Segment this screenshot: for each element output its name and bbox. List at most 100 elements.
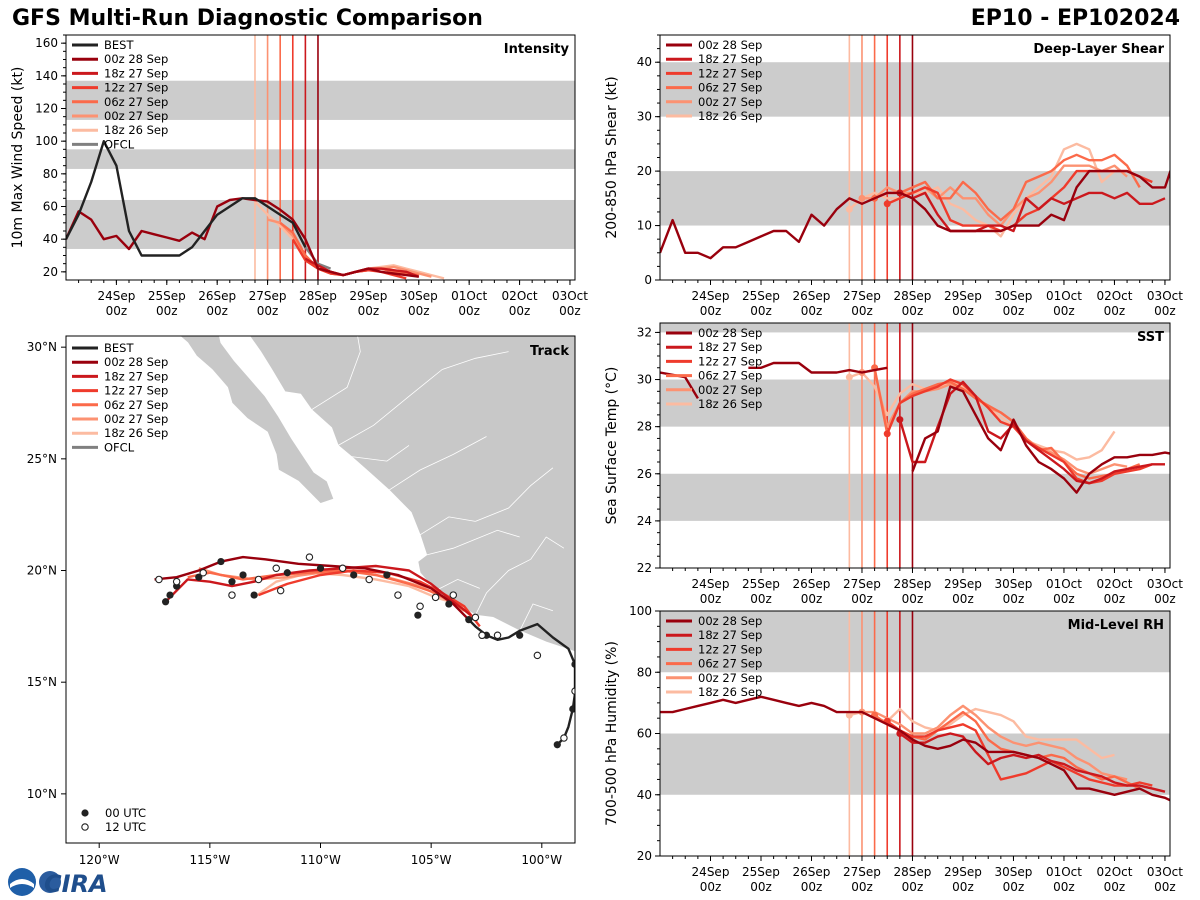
- sst-xtick-label-hour: 00z: [1104, 592, 1126, 606]
- shear-series-group: [660, 142, 1170, 260]
- shear-xtick-label-day: 28Sep: [894, 289, 932, 303]
- sst-xtick-label-day: 03Oct: [1147, 577, 1183, 591]
- track-marker-12utc: [155, 575, 163, 584]
- intensity-xtick-label-day: 30Sep: [400, 289, 438, 303]
- track-panel: 120°W 115°W 110°W 105°W 100°W 10°N 15°N 20°N 25°…: [27, 335, 576, 867]
- shear-xtick-label-hour: 00z: [1104, 304, 1126, 318]
- rh-xtick-label-hour: 00z: [750, 880, 772, 894]
- track-state-border: [388, 436, 487, 491]
- shear-series-line: [899, 191, 1166, 233]
- track-ytick-label: 30°N: [27, 340, 57, 354]
- sst-init-point: [896, 416, 904, 424]
- intensity-xtick-label-hour: 00z: [509, 304, 531, 318]
- sst-frame: [659, 322, 1171, 569]
- shear-xtick-label-hour: 00z: [700, 304, 722, 318]
- shear-xtick-label-day: 03Oct: [1147, 289, 1183, 303]
- intensity-ytick-label: 20: [43, 265, 58, 279]
- intensity-xtick-label-hour: 00z: [106, 304, 128, 318]
- sst-ytick-label: 32: [637, 325, 652, 339]
- shear-xtick-label-day: 27Sep: [843, 289, 881, 303]
- sst-xtick-label-day: 28Sep: [894, 577, 932, 591]
- track-marker-00utc: [414, 611, 422, 619]
- intensity-xtick-label-day: 02Oct: [502, 289, 538, 303]
- sst-xtick-label-day: 26Sep: [793, 577, 831, 591]
- rh-xtick-label-hour: 00z: [1154, 880, 1176, 894]
- track-legend-label: 00z 27 Sep: [104, 412, 168, 426]
- intensity-ytick-label: 80: [43, 167, 58, 181]
- intensity-legend-label: 12z 27 Sep: [104, 81, 168, 95]
- shear-init-point: [845, 205, 853, 213]
- track-line: [164, 564, 472, 617]
- track-land-baja: [179, 336, 335, 504]
- sst-series-group: [660, 361, 1170, 494]
- rh-xtick-label-hour: 00z: [801, 880, 823, 894]
- shear-xtick-label-day: 29Sep: [944, 289, 982, 303]
- sst-series-line: [873, 367, 1141, 480]
- track-marker-legend-label: 00 UTC: [105, 806, 146, 820]
- sst-ytick-label: 26: [637, 467, 652, 481]
- shear-init-point: [858, 194, 866, 202]
- track-ytick-label: 20°N: [27, 564, 57, 578]
- intensity-legend-label: 00z 27 Sep: [104, 109, 168, 123]
- intensity-xtick-label-hour: 00z: [458, 304, 480, 318]
- track-marker-00utc: [350, 571, 358, 579]
- rh-title: Mid-Level RH: [1068, 618, 1164, 633]
- shear-legend-label: 00z 28 Sep: [698, 38, 762, 52]
- track-state-border: [351, 445, 410, 462]
- sst-xtick-label-hour: 00z: [1003, 592, 1025, 606]
- track-ytick-label: 10°N: [27, 787, 57, 801]
- track-marker-12utc: [431, 593, 440, 602]
- track-line: [154, 555, 470, 621]
- rh-xtick-label-day: 26Sep: [793, 865, 831, 879]
- intensity-xtick-label-hour: 00z: [206, 304, 228, 318]
- shear-xtick-label-hour: 00z: [1154, 304, 1176, 318]
- track-line: [253, 571, 459, 606]
- intensity-band: [66, 149, 575, 169]
- track-marker-00utc: [383, 571, 391, 579]
- track-marker-12utc: [276, 586, 285, 595]
- intensity-xtick-label-day: 24Sep: [97, 289, 135, 303]
- track-state-border: [442, 351, 509, 370]
- sst-xtick-label-hour: 00z: [801, 592, 823, 606]
- intensity-xtick-label-hour: 00z: [559, 304, 581, 318]
- intensity-ytick-label: 160: [35, 36, 58, 50]
- track-marker-00utc: [250, 591, 258, 599]
- sst-xtick-label-day: 01Oct: [1046, 577, 1082, 591]
- rh-ytick-label: 20: [637, 849, 652, 863]
- shear-xtick-label-day: 30Sep: [995, 289, 1033, 303]
- track-ytick-label: 15°N: [27, 675, 57, 689]
- rh-xtick-label-hour: 00z: [851, 880, 873, 894]
- sst-xtick-label-hour: 00z: [1053, 592, 1075, 606]
- track-title: Track: [530, 344, 569, 359]
- rh-legend-label: 00z 28 Sep: [698, 614, 762, 628]
- track-marker-00utc: [161, 598, 170, 606]
- track-legend-label: 06z 27 Sep: [104, 398, 168, 412]
- sst-init-point: [845, 373, 853, 381]
- rh-xtick-label-day: 27Sep: [843, 865, 881, 879]
- sst-band: [660, 323, 1170, 333]
- sst-band: [660, 379, 1170, 427]
- shear-title: Deep-Layer Shear: [1033, 42, 1164, 57]
- track-marker-00utc: [283, 569, 291, 577]
- sst-panel: 22242628303224Sep00z25Sep00z26Sep00z27Se…: [604, 322, 1183, 606]
- rh-legend-label: 18z 27 Sep: [698, 628, 762, 642]
- rh-ytick-label: 80: [637, 665, 652, 679]
- rh-xtick-label-hour: 00z: [1003, 880, 1025, 894]
- rh-ytick-label: 40: [637, 788, 652, 802]
- intensity-ytick-label: 40: [43, 232, 58, 246]
- shear-series-line: [848, 142, 1116, 238]
- track-state-border: [475, 558, 531, 616]
- intensity-ytick-label: 140: [35, 69, 58, 83]
- intensity-xtick-label-hour: 00z: [156, 304, 178, 318]
- rh-xtick-label-hour: 00z: [902, 880, 924, 894]
- intensity-xtick-label-hour: 00z: [408, 304, 430, 318]
- track-legend-label: 18z 26 Sep: [104, 426, 168, 440]
- intensity-xtick-label-hour: 00z: [257, 304, 279, 318]
- track-marker-00utc: [316, 564, 325, 572]
- intensity-xtick-label-day: 01Oct: [451, 289, 487, 303]
- intensity-xtick-label-day: 26Sep: [198, 289, 236, 303]
- shear-xtick-label-hour: 00z: [750, 304, 772, 318]
- sst-legend-label: 00z 27 Sep: [698, 383, 762, 397]
- shear-xtick-label-day: 25Sep: [742, 289, 780, 303]
- intensity-legend-label: 18z 27 Sep: [104, 66, 168, 80]
